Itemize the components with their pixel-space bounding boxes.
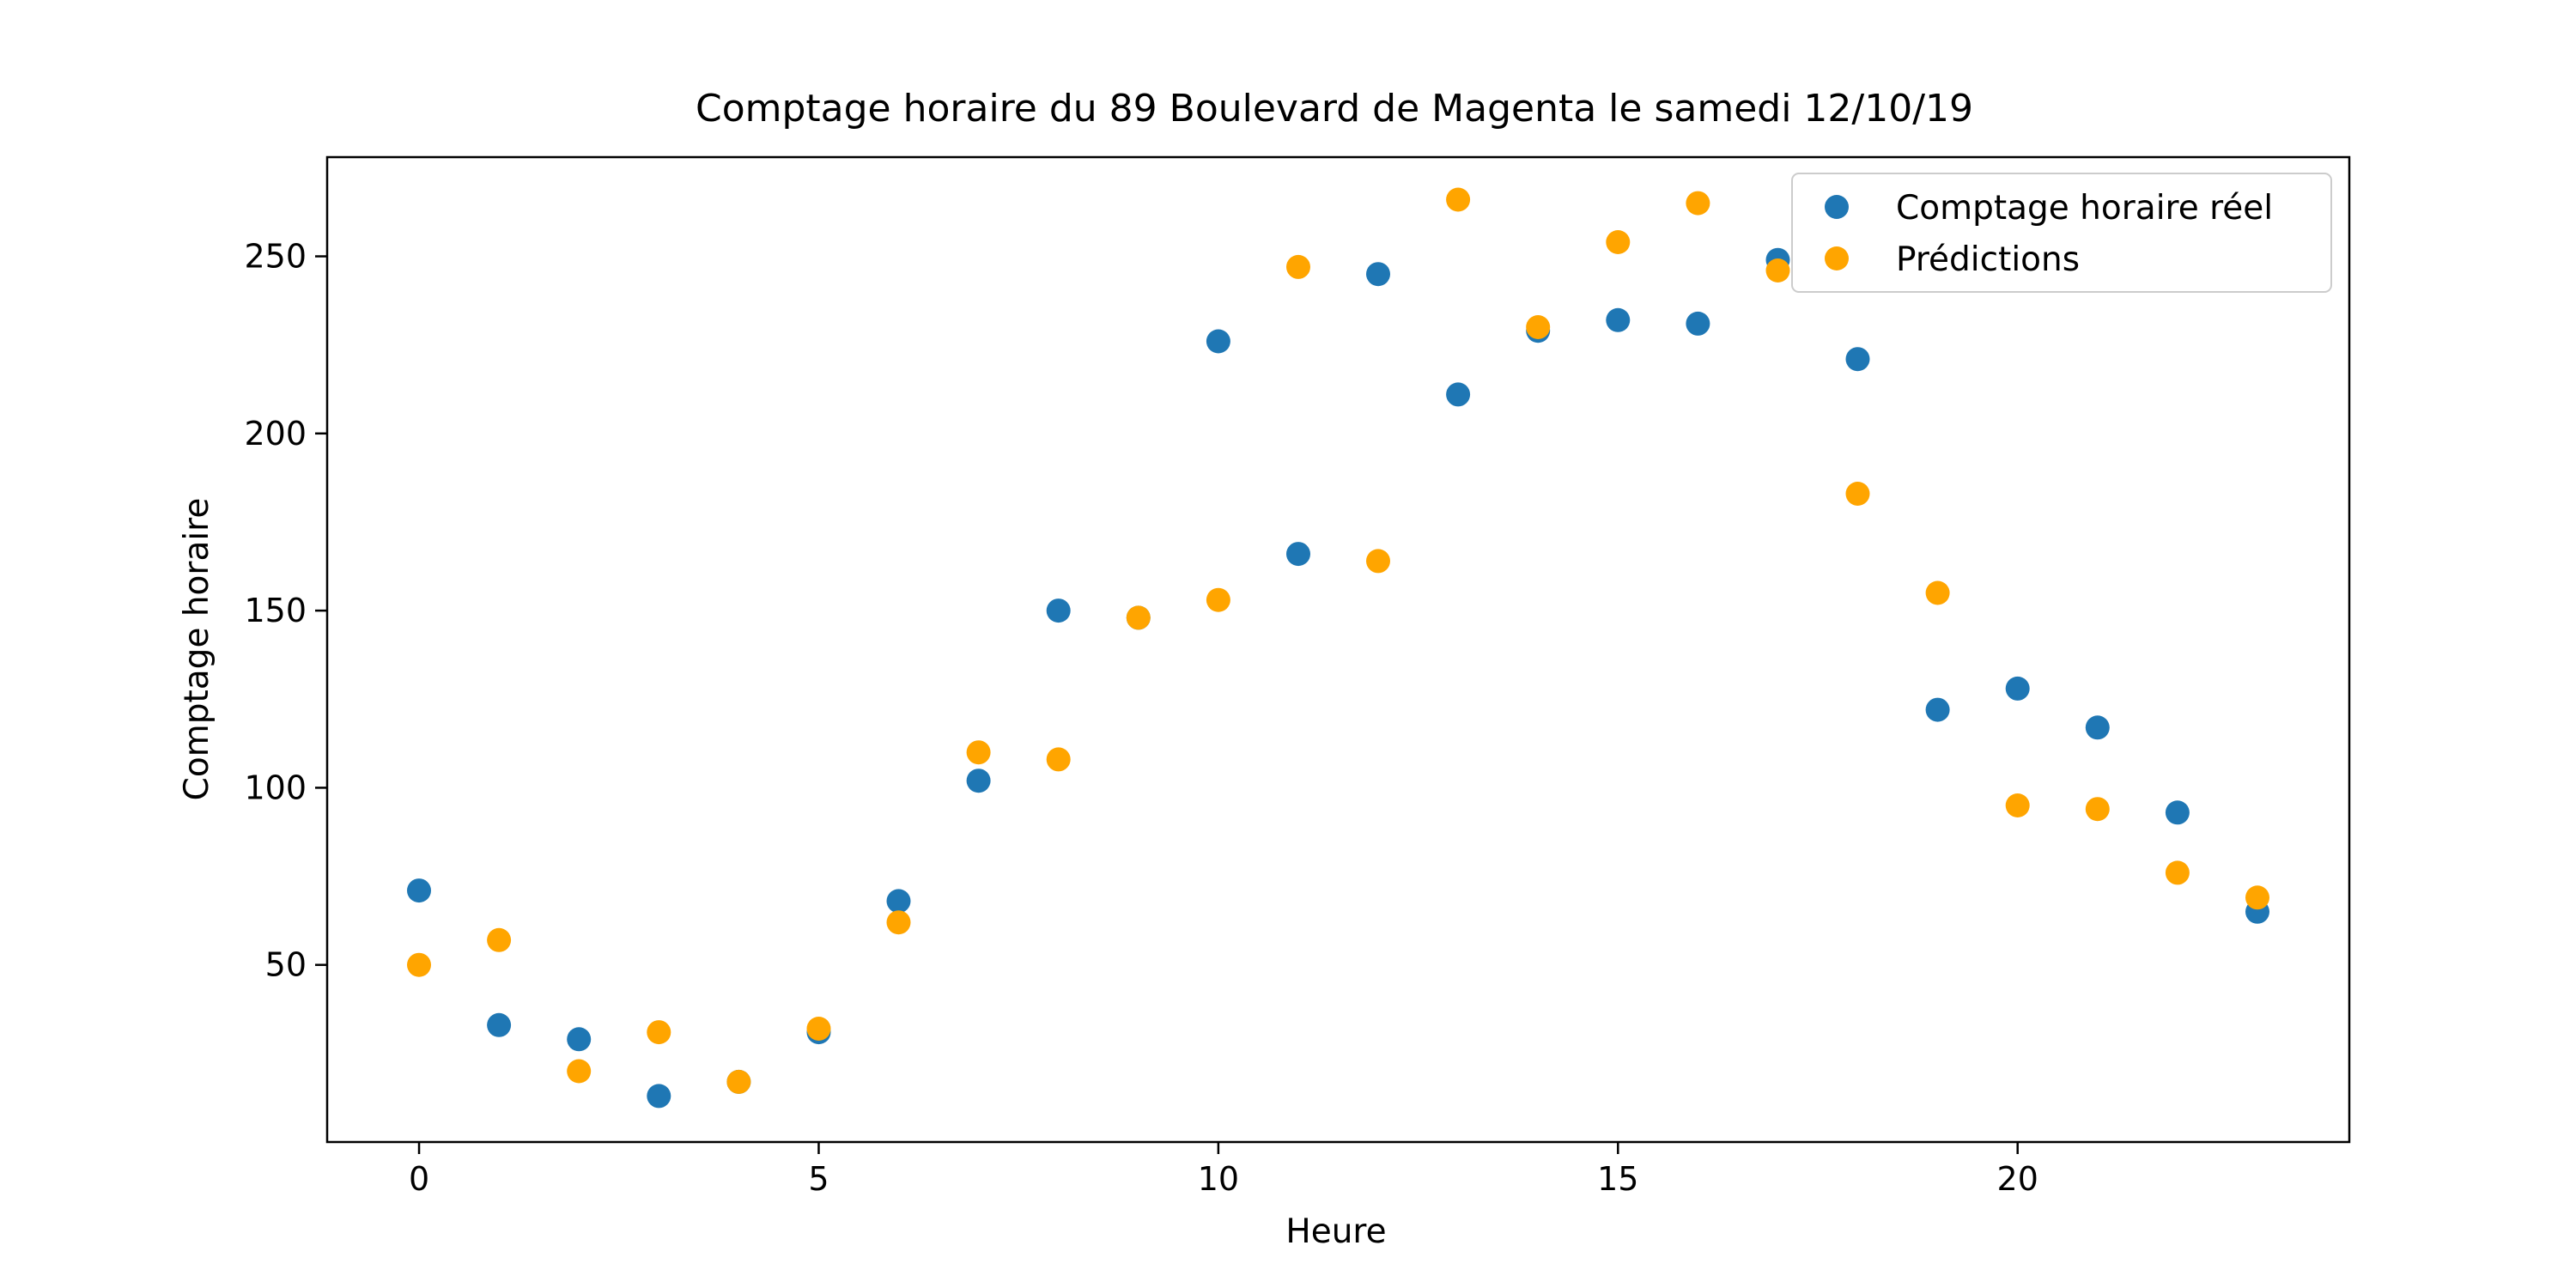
data-point [1046,747,1071,772]
data-point [487,1012,512,1037]
data-point [886,889,911,914]
data-point [2165,860,2190,885]
data-point [1686,191,1710,216]
legend-marker [1825,195,1849,219]
data-point [487,927,512,952]
y-tick-label: 100 [244,769,307,806]
data-point [1286,254,1310,279]
y-axis: 50 100 150 200 250 [244,238,327,984]
data-point [2005,676,2030,701]
data-point [647,1084,671,1109]
y-tick-label: 50 [265,946,307,984]
data-point [2165,800,2190,825]
plot-frame [325,155,2351,1144]
series-1 [407,247,2269,1109]
data-point [966,740,991,765]
data-point [726,1069,751,1094]
series-2 [407,187,2269,1094]
data-point [567,1027,592,1052]
data-point [1925,697,1950,722]
data-point [1686,311,1710,336]
data-point [2245,885,2269,910]
data-point [1925,580,1950,605]
data-point [966,769,991,793]
legend: Comptage horaire réel Prédictions [1791,173,2332,293]
data-point [1606,307,1631,332]
x-axis: 0 5 10 15 20 [409,1142,2038,1198]
data-point [1765,258,1790,283]
legend-box [1791,173,2332,293]
data-point [407,952,431,977]
data-point [2085,715,2110,740]
data-point [806,1017,831,1041]
legend-label: Prédictions [1896,240,2080,279]
legend-label: Comptage horaire réel [1896,189,2273,228]
plot-marks [407,187,2269,1109]
x-tick-label: 0 [409,1160,429,1198]
data-point [1446,382,1471,407]
data-point [647,1020,671,1045]
x-tick-label: 5 [808,1160,829,1198]
y-tick-label: 200 [244,415,307,453]
data-point [1526,315,1551,339]
data-point [1206,329,1230,354]
data-point [2085,797,2110,822]
x-tick-label: 20 [1997,1160,2038,1198]
data-point [1206,587,1230,612]
data-point [1046,598,1071,623]
legend-marker [1825,246,1849,270]
y-tick-label: 150 [244,592,307,629]
data-point [1606,230,1631,254]
data-point [1126,605,1151,630]
data-point [1845,347,1870,372]
data-point [567,1059,592,1084]
data-point [1845,482,1870,506]
x-tick-label: 15 [1597,1160,1638,1198]
data-point [407,878,431,903]
x-tick-label: 10 [1198,1160,1239,1198]
data-point [886,910,911,935]
y-tick-label: 250 [244,238,307,276]
data-point [1366,549,1390,574]
y-axis-label: Comptage horaire [178,498,216,801]
data-point [1286,542,1310,567]
data-point [1366,262,1390,287]
chart-title: Comptage horaire du 89 Boulevard de Mage… [696,87,1973,131]
data-point [2005,793,2030,817]
x-axis-label: Heure [1285,1212,1386,1251]
data-point [1446,187,1471,212]
